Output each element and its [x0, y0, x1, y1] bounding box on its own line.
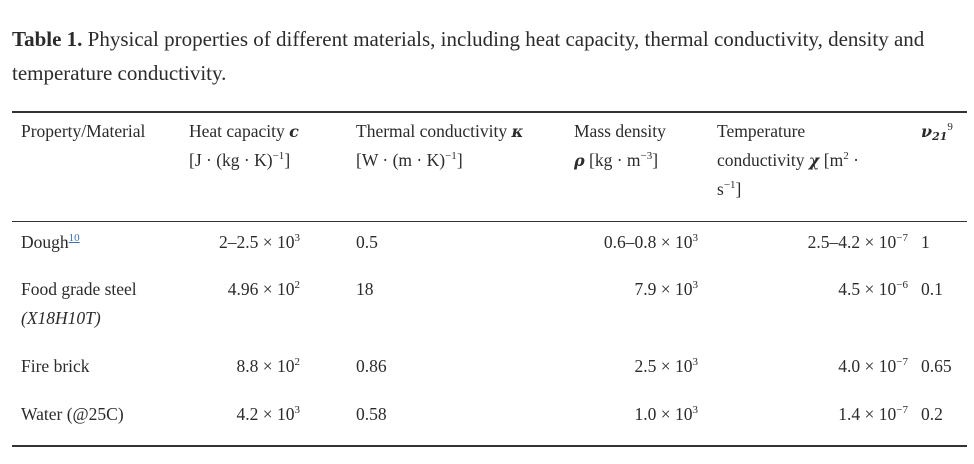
cell-heat-capacity: 2–2.5 × 103: [219, 232, 300, 252]
cell-mass-density: 1.0 × 103: [634, 404, 699, 424]
table-bottom-rule: [12, 445, 967, 447]
header-property: Property/Material: [21, 121, 146, 141]
cell-mass-density: 2.5 × 103: [634, 356, 699, 376]
caption-label: Table 1.: [12, 27, 83, 51]
header-temperature-conductivity: Temperature conductivity χ [m2 · s−1]: [717, 121, 859, 199]
header-mass-density: Mass density ρ [kg · m−3]: [574, 121, 666, 170]
cell-heat-capacity: 4.2 × 103: [236, 404, 301, 424]
cell-temperature-conductivity: 4.5 × 10−6: [838, 279, 908, 299]
table-row-water-material: Water (@25C): [21, 404, 124, 424]
cell-thermal-conductivity: 0.86: [356, 356, 387, 376]
cell-thermal-conductivity: 18: [356, 279, 374, 299]
cell-mass-density: 0.6–0.8 × 103: [603, 232, 698, 252]
cell-mass-density: 7.9 × 103: [634, 279, 699, 299]
cell-temperature-conductivity: 4.0 × 10−7: [838, 356, 908, 376]
cell-nu: 0.1: [921, 279, 943, 299]
table-row-dough-material: Dough10: [21, 232, 80, 252]
reference-link[interactable]: 10: [68, 232, 80, 244]
table-caption: Table 1. Physical properties of differen…: [12, 22, 962, 90]
table-header-rule: [12, 221, 967, 222]
cell-nu: 0.65: [921, 356, 952, 376]
header-heat-capacity: Heat capacity c [J · (kg · K)−1]: [189, 121, 299, 170]
header-thermal-conductivity: Thermal conductivity κ [W · (m · K)−1]: [356, 121, 524, 170]
cell-temperature-conductivity: 2.5–4.2 × 10−7: [807, 232, 908, 252]
caption-text: Physical properties of different materia…: [12, 27, 925, 85]
cell-nu: 1: [921, 232, 930, 252]
cell-temperature-conductivity: 1.4 × 10−7: [838, 404, 908, 424]
table-row-firebrick-material: Fire brick: [21, 356, 90, 376]
cell-thermal-conductivity: 0.58: [356, 404, 387, 424]
cell-nu: 0.2: [921, 404, 943, 424]
cell-thermal-conductivity: 0.5: [356, 232, 378, 252]
cell-heat-capacity: 4.96 × 102: [227, 279, 300, 299]
header-nu: ν219: [921, 121, 953, 143]
table-row-steel-material: Food grade steel (X18H10T): [21, 279, 137, 328]
table-top-rule: [12, 111, 967, 113]
cell-heat-capacity: 8.8 × 102: [236, 356, 301, 376]
